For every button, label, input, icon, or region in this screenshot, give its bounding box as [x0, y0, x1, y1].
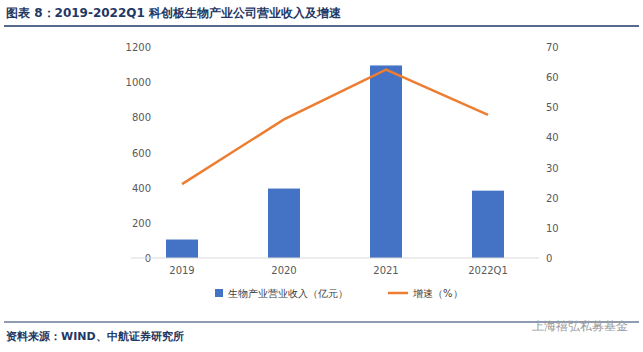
x-tick-label: 2022Q1	[468, 265, 508, 276]
bar	[268, 189, 300, 258]
x-axis	[131, 258, 539, 259]
watermark: 上海禧弘私募基金	[532, 319, 628, 333]
background	[0, 0, 643, 352]
title: 图表 8：2019-2022Q1 科创板生物产业公司营业收入及增速	[6, 6, 342, 20]
bar	[166, 240, 198, 258]
bar	[472, 191, 504, 258]
plot-area	[166, 65, 504, 258]
y-tick-label: 1200	[126, 42, 151, 53]
legend: 生物产业营业收入（亿元） 增速（%）	[215, 288, 463, 299]
x-tick-label: 2020	[271, 265, 296, 276]
bar	[370, 65, 402, 258]
y2-tick-label: 10	[546, 223, 559, 234]
y2-tick-label: 40	[546, 132, 559, 143]
legend-label: 生物产业营业收入（亿元）	[228, 288, 348, 299]
source: 资料来源：WIND、中航证券研究所	[6, 330, 184, 343]
legend-label: 增速（%）	[412, 288, 463, 299]
y-tick-label: 200	[132, 218, 151, 229]
y2-tick-label: 30	[546, 163, 559, 174]
line	[182, 70, 488, 185]
y-tick-label: 400	[132, 183, 151, 194]
y2-tick-label: 70	[546, 42, 559, 53]
legend-swatch	[388, 292, 408, 295]
legend-swatch	[215, 289, 223, 297]
y2-tick-label: 50	[546, 102, 559, 113]
chart: 图表 8：2019-2022Q1 科创板生物产业公司营业收入及增速 0 200 400…	[0, 0, 643, 352]
y2-tick-label: 20	[546, 193, 559, 204]
title-rule	[4, 25, 639, 27]
y2-tick-label: 60	[546, 72, 559, 83]
y2-tick-label: 0	[546, 253, 552, 264]
y-tick-label: 800	[132, 112, 151, 123]
x-tick-label: 2019	[169, 265, 194, 276]
x-tick-label: 2021	[373, 265, 398, 276]
y-tick-label: 1000	[126, 77, 151, 88]
y-tick-label: 600	[132, 148, 151, 159]
